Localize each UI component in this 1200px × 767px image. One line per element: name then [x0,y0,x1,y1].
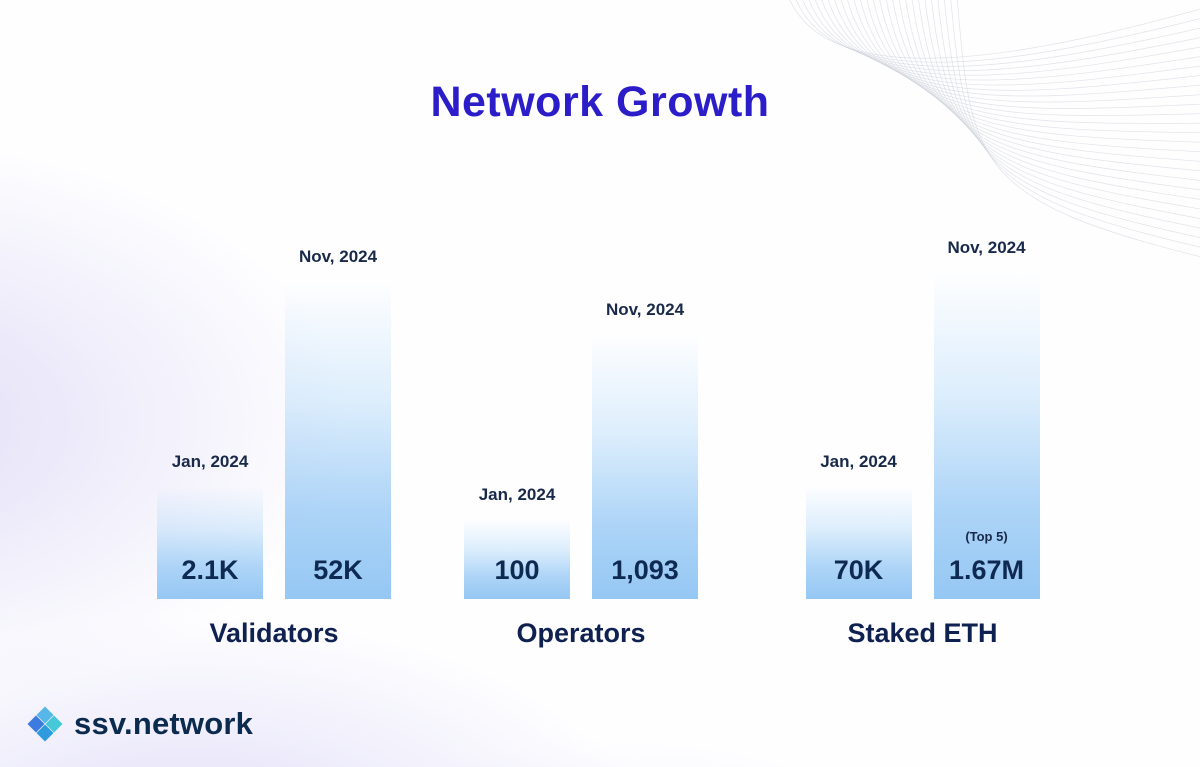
bar-operators-nov: 1,093 [592,334,698,599]
bar-date-label: Nov, 2024 [605,300,685,319]
bar-column-operators-jan: Jan, 2024 100 [464,485,570,599]
chart-group-validators: Jan, 2024 2.1K Nov, 2024 52K Validators [156,247,392,649]
bar-column-staked-jan: Jan, 2024 70K [805,452,912,599]
bar-validators-nov: 52K [285,281,391,599]
bar-date-label: Nov, 2024 [298,247,378,266]
bar-date-label: Jan, 2024 [478,485,556,504]
bar-date-label: Jan, 2024 [820,452,897,471]
bar-column-staked-nov: Nov, 2024 (Top 5) 1.67M [933,238,1040,599]
bar-staked-nov: (Top 5) 1.67M [933,272,1040,599]
bar-column-validators-nov: Nov, 2024 52K [285,247,391,599]
bar-operators-jan: 100 [464,519,570,599]
category-label-validators: Validators [209,618,339,648]
bar-date-label: Nov, 2024 [947,238,1026,257]
bar-column-operators-nov: Nov, 2024 1,093 [592,300,698,599]
category-label-staked-eth: Staked ETH [847,618,998,648]
bar-pair: Jan, 2024 100 Nov, 2024 1,093 [464,300,698,599]
bar-value: 1,093 [611,555,679,585]
bar-pair: Jan, 2024 70K Nov, 2024 (Top 5) 1.67M [805,238,1040,599]
bar-value: 70K [833,555,884,585]
bar-value: 2.1K [181,555,239,585]
bar-date-label: Jan, 2024 [171,452,249,471]
bar-top5-note: (Top 5) [965,529,1008,544]
ssv-logo-icon [27,706,63,742]
category-label-operators: Operators [516,618,646,648]
chart-group-operators: Jan, 2024 100 Nov, 2024 1,093 Operators [463,300,699,649]
bar-value: 100 [494,555,540,585]
ssv-network-logo: ssv.network [26,705,253,743]
bar-validators-jan: 2.1K [157,486,263,599]
logo-wordmark: ssv.network [74,706,254,741]
bar-pair: Jan, 2024 2.1K Nov, 2024 52K [157,247,391,599]
chart-group-staked-eth: Jan, 2024 70K Nov, 2024 (Top 5) 1.67M St… [803,238,1042,649]
bar-column-validators-jan: Jan, 2024 2.1K [157,452,263,599]
bar-value: 1.67M [948,555,1025,585]
bar-staked-jan: 70K [805,486,912,599]
bar-value: 52K [313,555,363,585]
page-title: Network Growth [430,78,770,126]
